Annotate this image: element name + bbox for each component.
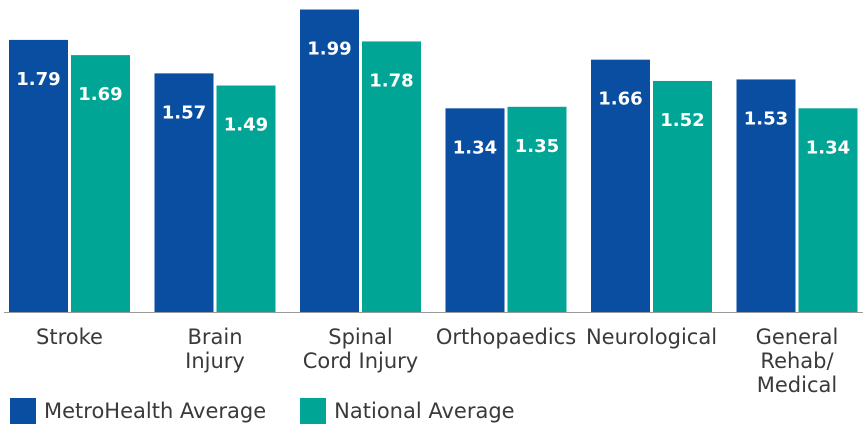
category-label-5: General Rehab/Medical [756, 325, 839, 397]
legend-swatch-national [300, 398, 327, 424]
legend-swatch-metrohealth [10, 398, 36, 424]
legend-label-metrohealth: MetroHealth Average [44, 399, 267, 423]
bar-value-label-national-4: 1.52 [660, 110, 704, 131]
category-label-3: Orthopaedics [436, 325, 576, 349]
bar-value-label-metrohealth-5: 1.53 [744, 108, 788, 129]
bar-value-label-metrohealth-4: 1.66 [598, 89, 642, 110]
bar-national-4 [653, 80, 712, 313]
bar-metrohealth-3 [445, 108, 505, 312]
bar-national-1 [216, 85, 276, 313]
bar-value-label-national-2: 1.78 [369, 70, 413, 91]
bar-metrohealth-5 [736, 79, 796, 312]
bar-value-label-national-0: 1.69 [78, 84, 122, 105]
bar-value-label-metrohealth-1: 1.57 [162, 102, 206, 123]
category-label-4: Neurological [586, 325, 717, 349]
category-label-1: Brain Injury [185, 325, 245, 373]
bar-value-label-metrohealth-3: 1.34 [453, 137, 497, 158]
bar-metrohealth-0 [9, 39, 68, 313]
legend-item-national: National Average [300, 398, 515, 424]
bar-value-label-national-5: 1.34 [806, 137, 850, 158]
bar-national-2 [362, 41, 421, 312]
bar-value-label-metrohealth-2: 1.99 [307, 39, 351, 60]
bar-national-5 [798, 108, 858, 312]
bar-metrohealth-1 [154, 73, 214, 312]
category-label-0: Stroke [36, 325, 103, 349]
legend: MetroHealth Average National Average [10, 398, 549, 424]
bar-national-3 [507, 106, 567, 312]
legend-label-national: National Average [334, 399, 515, 423]
bar-metrohealth-2 [300, 9, 359, 313]
bar-national-0 [71, 55, 130, 313]
bar-value-label-national-3: 1.35 [515, 136, 559, 157]
bar-metrohealth-4 [591, 59, 650, 313]
bar-value-label-national-1: 1.49 [224, 115, 268, 136]
bar-value-label-metrohealth-0: 1.79 [16, 69, 60, 90]
category-label-2: Spinal Cord Injury [303, 325, 419, 373]
bar-chart: 1.79 1.69 Stroke 1.57 1.49 Brain Injury 1.99 1.7… [4, 9, 863, 397]
legend-item-metrohealth: MetroHealth Average [10, 398, 266, 424]
